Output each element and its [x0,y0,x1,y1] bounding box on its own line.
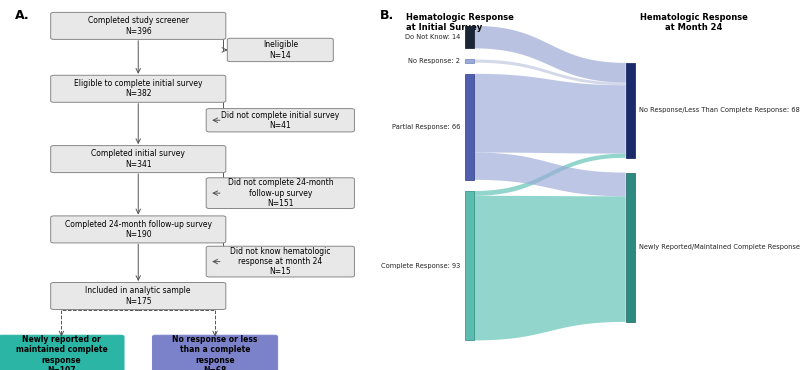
Text: No Response/Less Than Complete Response: 68: No Response/Less Than Complete Response:… [639,107,800,113]
Bar [465,26,474,48]
Bar [465,60,474,63]
Text: A.: A. [15,9,30,22]
FancyBboxPatch shape [227,38,334,61]
FancyBboxPatch shape [50,145,226,172]
Text: No Response: 2: No Response: 2 [408,58,460,64]
Bar [465,74,474,180]
Polygon shape [474,60,626,85]
Polygon shape [474,196,626,340]
Text: Included in analytic sample
N=175: Included in analytic sample N=175 [86,286,191,306]
FancyBboxPatch shape [0,335,124,370]
Bar [626,172,635,322]
Text: Hematologic Response
at Initial Survey: Hematologic Response at Initial Survey [406,13,514,32]
FancyBboxPatch shape [206,108,354,132]
Text: Partial Response: 66: Partial Response: 66 [392,124,460,130]
Polygon shape [474,74,626,154]
Text: Ineligible
N=14: Ineligible N=14 [262,40,298,60]
Text: Newly Reported/Maintained Complete Response: 107: Newly Reported/Maintained Complete Respo… [639,244,800,250]
Polygon shape [474,152,626,196]
Text: Hematologic Response
at Month 24: Hematologic Response at Month 24 [640,13,748,32]
Text: Complete Response: 93: Complete Response: 93 [381,263,460,269]
Bar [465,191,474,340]
Text: B.: B. [380,9,394,22]
FancyBboxPatch shape [50,283,226,309]
FancyBboxPatch shape [50,12,226,39]
Text: Did not complete 24-month
follow-up survey
N=151: Did not complete 24-month follow-up surv… [227,178,333,208]
Text: No response or less
than a complete
response
N=68: No response or less than a complete resp… [172,335,258,370]
Bar [626,63,635,158]
FancyBboxPatch shape [206,246,354,277]
Polygon shape [474,26,626,83]
Text: Do Not Know: 14: Do Not Know: 14 [405,34,460,40]
FancyBboxPatch shape [50,216,226,243]
Text: Completed 24-month follow-up survey
N=190: Completed 24-month follow-up survey N=19… [65,220,212,239]
Text: Did not complete initial survey
N=41: Did not complete initial survey N=41 [221,111,339,130]
FancyBboxPatch shape [153,335,278,370]
FancyBboxPatch shape [50,75,226,102]
Text: Newly reported or
maintained complete
response
N=107: Newly reported or maintained complete re… [15,335,107,370]
Text: Completed initial survey
N=341: Completed initial survey N=341 [91,149,185,169]
Polygon shape [474,154,626,196]
Text: Eligible to complete initial survey
N=382: Eligible to complete initial survey N=38… [74,79,202,98]
FancyBboxPatch shape [206,178,354,209]
Text: Completed study screener
N=396: Completed study screener N=396 [88,16,189,36]
Text: Did not know hematologic
response at month 24
N=15: Did not know hematologic response at mon… [230,247,330,276]
